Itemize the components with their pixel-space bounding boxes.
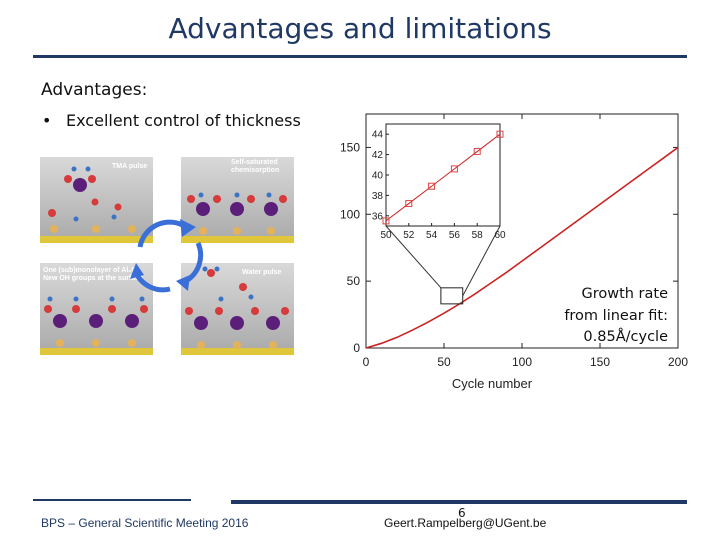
- monolayer-panel: One (sub)monolayer of Al₂O₃ New OH group…: [40, 263, 153, 355]
- substrate: [40, 236, 153, 243]
- inset-data-point: [428, 182, 436, 190]
- annotation-line: 0.85Å/cycle: [583, 329, 668, 345]
- advantages-heading: Advantages:: [41, 80, 148, 100]
- footer-divider-right: [231, 500, 687, 504]
- zoom-connector: [385, 225, 442, 289]
- inset-x-tick-label: 50: [380, 230, 392, 241]
- substrate: [181, 348, 294, 355]
- bullet-item: • Excellent control of thickness: [42, 111, 301, 130]
- y-tick-label: 150: [340, 140, 360, 154]
- bullet-dot: •: [42, 111, 52, 130]
- footer-event: BPS – General Scientific Meeting 2016: [41, 516, 249, 530]
- x-tick-label: 200: [668, 355, 688, 369]
- thickness-chart: 0 50 100 150 200 0 50 100 150 Cycle number 50 52 54 5…: [312, 108, 712, 398]
- y-tick-label: 100: [340, 207, 360, 221]
- bullet-text: Excellent control of thickness: [66, 111, 301, 130]
- tma-pulse-panel: TMA pulse: [40, 157, 153, 243]
- zoom-connector: [462, 225, 501, 297]
- x-tick-label: 50: [437, 355, 451, 369]
- inset-y-tick-label: 36: [372, 211, 384, 222]
- page-number: 6: [458, 506, 466, 520]
- cycle-arrows-icon: [130, 219, 204, 293]
- monolayer-label: One (sub)monolayer of Al₂O₃ New OH group…: [43, 267, 143, 282]
- inset-x-tick-label: 54: [426, 230, 438, 241]
- footer-email: Geert.Rampelberg@UGent.be: [384, 516, 547, 530]
- inset-x-tick-label: 56: [449, 230, 461, 241]
- inset-y-tick-label: 42: [372, 150, 384, 161]
- substrate: [40, 348, 153, 355]
- water-pulse-panel: Water pulse: [181, 263, 294, 355]
- growth-rate-annotation: Growth rate from linear fit: 0.85Å/cycle: [528, 284, 668, 349]
- inset-series-line: [385, 133, 501, 222]
- molecule-icon: [185, 266, 289, 349]
- inset-x-tick-label: 58: [472, 230, 484, 241]
- page-title: Advantages and limitations: [168, 12, 552, 45]
- series-line: [365, 146, 679, 349]
- inset-data-point: [473, 148, 481, 156]
- inset-y-tick-label: 44: [372, 130, 384, 141]
- annotation-line: Growth rate: [581, 286, 668, 302]
- inset-data-point: [405, 200, 413, 208]
- x-tick-label: 150: [590, 355, 610, 369]
- molecule-icon: [187, 192, 287, 235]
- zoom-box: [440, 287, 464, 305]
- inset-y-tick-label: 40: [372, 171, 384, 182]
- self-saturated-panel: Self-saturated chemisorption: [181, 157, 294, 243]
- y-tick-label: 50: [347, 274, 361, 288]
- inset-data-point: [450, 165, 458, 173]
- inset-x-tick-label: 60: [494, 230, 506, 241]
- footer-divider-left: [33, 499, 191, 501]
- inset-data-point: [496, 130, 504, 138]
- tma-pulse-label: TMA pulse: [112, 163, 148, 170]
- molecule-icon: [44, 296, 148, 347]
- y-tick-label: 0: [353, 341, 360, 355]
- inset-frame: [385, 123, 501, 227]
- inset-y-tick-label: 38: [372, 191, 384, 202]
- inset-x-tick-label: 52: [403, 230, 415, 241]
- molecule-icon: [48, 166, 136, 233]
- self-saturated-label: Self-saturated chemisorption: [231, 159, 280, 174]
- ald-cycle-schematic: TMA pulse Self-saturated chemisorption O…: [40, 157, 294, 355]
- annotation-line: from linear fit:: [564, 307, 668, 324]
- inset-data-point: [382, 217, 390, 225]
- x-axis-label: Cycle number: [452, 376, 533, 391]
- title-divider: [33, 55, 687, 58]
- x-tick-label: 100: [512, 355, 532, 369]
- x-tick-label: 0: [363, 355, 370, 369]
- water-pulse-label: Water pulse: [242, 269, 282, 276]
- substrate: [181, 236, 294, 243]
